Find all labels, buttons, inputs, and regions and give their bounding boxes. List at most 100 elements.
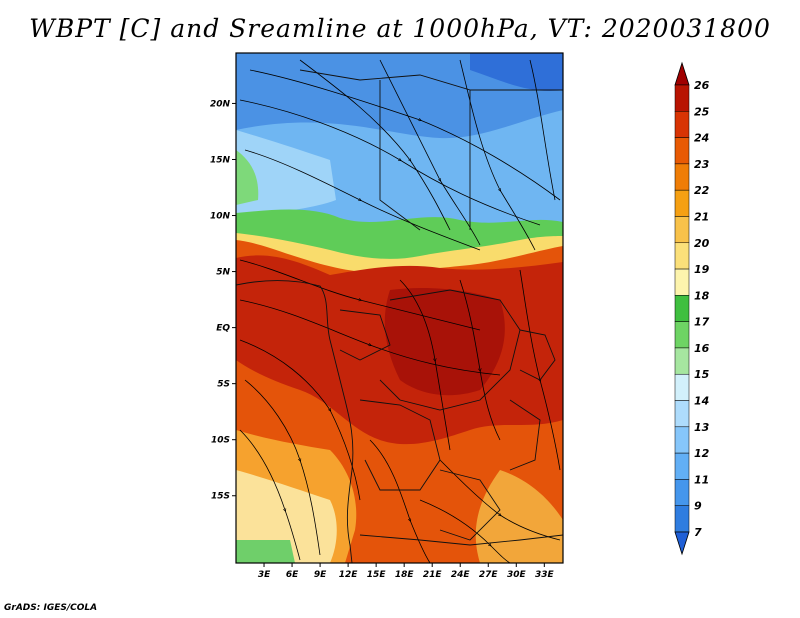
wbpt-pale-region [236,130,336,220]
colorbar-label: 21 [694,210,709,223]
colorbar-label: 7 [694,526,702,539]
lon-tick-label: 6E [286,570,299,580]
wbpt-hottest-core [384,288,505,396]
streamline [244,379,321,556]
streamline [239,429,301,561]
colorbar-label: 12 [694,447,710,460]
colorbar-swatch [674,347,690,375]
border [439,469,501,541]
colorbar-swatch [674,373,690,401]
wbpt-cold-region [236,53,563,139]
border [299,69,471,230]
streamline [239,99,541,226]
lon-tick-label: 9E [314,570,327,580]
colorbar-swatch [674,84,690,112]
wbpt-coldest-region [470,53,563,91]
colorbar-label: 17 [694,316,710,329]
colorbar-swatch [674,505,690,533]
streamline [299,59,451,231]
streamline [529,59,556,201]
lat-tick-label: EQ [216,324,230,334]
colorbar-swatch [674,295,690,322]
lat-tick-label: 5S [217,380,230,390]
wbpt-green-patch [236,150,259,205]
streamline [239,259,481,331]
colorbar-bottom-arrow [674,531,690,556]
lon-tick-label: 24E [451,570,471,580]
streamline [459,279,501,441]
streamline [239,339,361,501]
colorbar-label: 24 [694,132,709,145]
chart-title: WBPT [C] and Sreamline at 1000hPa, VT: 2… [29,14,771,43]
latitude-axis: 20N 15N 10N 5N EQ 5S 10S 15S [210,99,236,502]
border [359,399,441,491]
colorbar-label: 15 [694,368,710,381]
streamline [379,59,481,246]
wbpt-field [236,53,563,563]
lon-tick-label: 21E [423,570,443,580]
map-frame [235,52,564,564]
colorbar-swatch [674,137,690,165]
streamline [369,439,431,563]
colorbar-label: 23 [694,158,710,171]
colorbar-label: 16 [694,342,710,355]
lon-tick-label: 15E [367,570,387,580]
colorbar-swatch [674,242,690,270]
coastline [236,280,354,563]
streamline [459,59,536,251]
streamline [439,459,561,541]
colorbar-swatch [674,479,690,506]
colorbar-swatch [674,216,690,244]
colorbar-label: 11 [694,473,709,486]
border [509,399,541,471]
streamline [249,69,561,201]
lat-tick-label: 10S [211,436,230,446]
colorbar-label: 13 [694,421,710,434]
streamline [419,499,511,563]
colorbar-swatch [674,426,690,454]
colorbar-label: 14 [694,395,709,408]
wbpt-southeast-orange [475,470,563,563]
colorbar-swatch [674,163,690,191]
lon-tick-label: 3E [258,570,271,580]
colorbar-top-arrow [674,61,690,86]
colorbar-label: 22 [694,184,710,197]
colorbar-swatch [674,400,690,428]
lon-tick-label: 33E [535,570,555,580]
colorbar: 7 9 11 12 13 14 15 16 17 18 19 20 21 22 23 24 25 26 [674,61,710,556]
lon-tick-label: 27E [479,570,499,580]
border [379,289,521,411]
country-borders [236,69,563,563]
colorbar-label: 25 [694,105,710,118]
wbpt-southwest-yellow [236,470,337,563]
colorbar-label: 19 [694,263,710,276]
streamline [239,299,501,376]
colorbar-swatch [674,321,690,349]
lon-tick-label: 30E [507,570,527,580]
colorbar-swatch [674,111,690,138]
border [519,329,556,381]
lat-tick-label: 15N [210,155,231,165]
streamlines [239,59,561,563]
lat-tick-label: 5N [216,268,230,278]
wbpt-southwest-green [236,540,295,563]
border [379,80,421,231]
lat-tick-label: 20N [210,99,231,109]
lon-tick-label: 12E [339,570,359,580]
streamline [399,279,451,451]
wbpt-green-band [236,209,563,264]
border [359,534,563,546]
longitude-axis: 3E 6E 9E 12E 15E 18E 21E 24E 27E 30E 33E [258,563,555,580]
lat-tick-label: 15S [211,492,230,502]
colorbar-label: 18 [694,289,710,302]
colorbar-label: 20 [694,237,710,250]
streamline [244,149,481,251]
colorbar-label: 26 [694,79,710,92]
wbpt-yellow-fringe [236,233,563,272]
colorbar-swatch [674,189,690,217]
lon-tick-label: 18E [395,570,415,580]
lat-tick-label: 10N [210,212,231,222]
colorbar-swatch [674,452,690,480]
